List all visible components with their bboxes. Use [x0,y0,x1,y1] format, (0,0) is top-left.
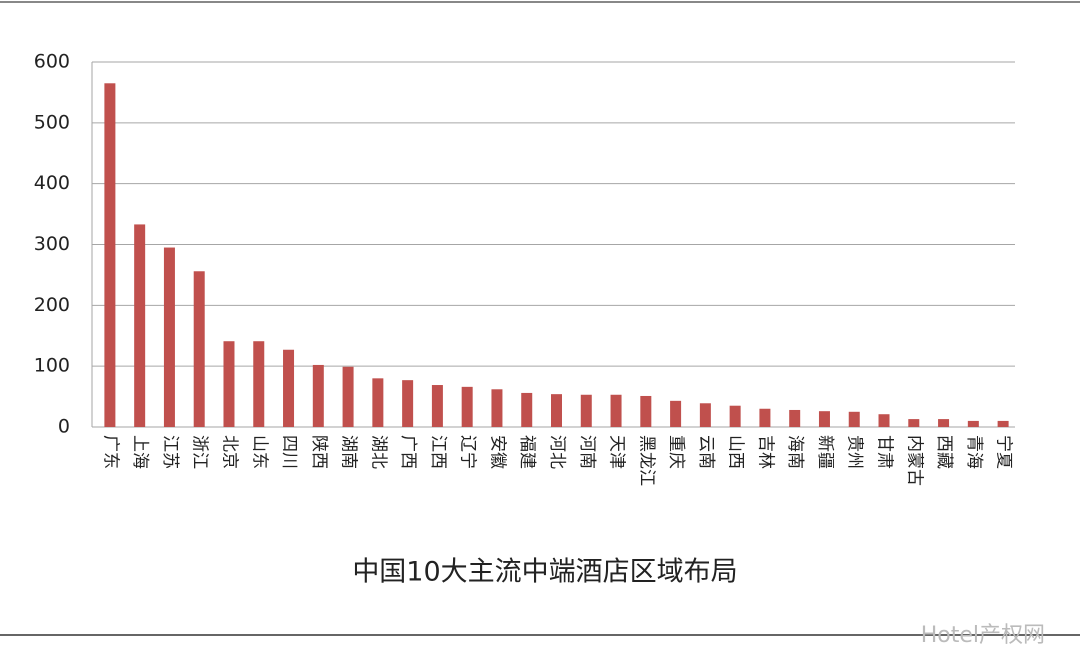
bar [878,414,890,427]
x-tick-label: 山东 [249,435,269,469]
y-tick-label: 400 [34,172,70,194]
bar [670,400,682,427]
bar [759,408,771,427]
bar [521,392,533,427]
x-tick-label: 河南 [577,435,597,469]
bar [104,83,116,428]
x-tick-label: 海南 [785,435,805,469]
x-tick-label: 福建 [517,435,537,469]
x-tick-label: 山西 [726,435,746,469]
x-tick-label: 广西 [398,435,418,469]
bar [848,411,860,427]
x-tick-label: 内蒙古 [904,435,924,486]
bar [610,394,622,427]
x-tick-label: 江西 [428,435,448,469]
x-tick-label: 青海 [964,435,984,469]
x-tick-label: 北京 [219,435,239,469]
bar [729,405,741,427]
x-tick-label: 新疆 [815,435,835,469]
bar [253,341,265,427]
y-tick-label: 600 [34,51,70,73]
y-tick-label: 0 [58,416,70,438]
x-tick-label: 黑龙江 [636,435,656,486]
x-tick-label: 四川 [279,435,299,469]
bar [193,271,205,427]
x-tick-label: 宁夏 [994,435,1014,469]
x-tick-label: 安徽 [487,435,507,469]
bar [312,364,324,427]
bar [580,394,592,427]
x-tick-label: 湖北 [368,435,388,469]
x-tick-label: 河北 [547,435,567,469]
bar [223,341,235,427]
bar [163,247,175,427]
bar [699,403,711,427]
bar [938,419,950,427]
bar [134,224,146,427]
y-tick-label: 100 [34,355,70,377]
y-tick-label: 200 [34,294,70,316]
bar [908,419,920,427]
x-tick-label: 浙江 [190,435,210,469]
x-tick-label: 广东 [100,435,120,469]
x-tick-label: 湖南 [339,435,359,469]
y-tick-label: 500 [34,111,70,133]
x-tick-label: 陕西 [309,435,329,469]
bar [997,420,1009,427]
x-tick-label: 上海 [130,435,150,469]
bar [491,389,503,427]
x-tick-label: 天津 [607,435,627,469]
x-tick-label: 云南 [696,435,716,469]
bar [967,420,979,427]
bar [789,409,801,427]
bar [640,395,652,427]
bar [372,378,384,427]
bar [551,394,562,427]
bar [402,380,414,427]
x-tick-label: 重庆 [666,435,686,469]
x-tick-label: 西藏 [934,435,954,469]
watermark: Hotel产权网 [921,623,1045,647]
x-tick-label: 吉林 [755,435,775,469]
y-tick-label: 300 [34,233,70,255]
bar [342,366,354,427]
bar [461,386,473,427]
chart-title: 中国10大主流中端酒店区域布局 [352,557,737,588]
bar [818,411,830,427]
bar [431,385,443,427]
x-tick-label: 江苏 [160,435,180,469]
x-tick-label: 贵州 [845,435,865,469]
x-tick-label: 辽宁 [458,435,478,469]
x-tick-label: 甘肃 [875,435,895,469]
bar [283,349,295,427]
